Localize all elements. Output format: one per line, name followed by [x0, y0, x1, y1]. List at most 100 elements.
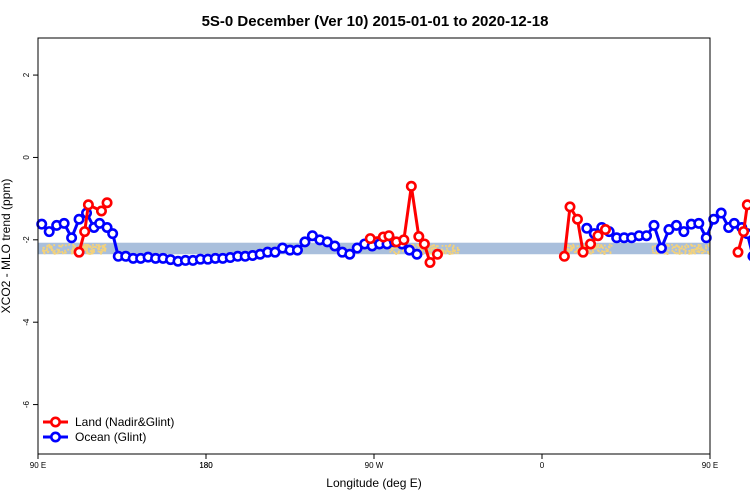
land-mark	[103, 249, 105, 252]
land-mark	[50, 247, 53, 250]
ocean-point	[581, 222, 593, 234]
land-mark	[62, 252, 64, 255]
land-mark	[422, 253, 424, 255]
land-mark	[698, 245, 700, 247]
chart-title: 5S-0 December (Ver 10) 2015-01-01 to 202…	[202, 13, 549, 30]
ocean-point	[708, 213, 720, 225]
land-point	[431, 248, 443, 260]
ocean-point	[344, 248, 356, 260]
land-mark	[435, 245, 438, 247]
land-mark	[440, 248, 443, 251]
x-tick-label: 0	[540, 461, 545, 470]
land-point	[73, 246, 85, 258]
land-mark	[671, 247, 674, 250]
land-mark	[101, 251, 103, 253]
land-mark	[687, 246, 690, 248]
land-mark	[454, 251, 457, 254]
land-point	[558, 250, 570, 262]
land-mark	[567, 249, 570, 251]
land-mark	[702, 249, 705, 252]
land-mark	[671, 250, 674, 252]
land-mark	[652, 251, 655, 254]
land-mark	[86, 252, 89, 255]
land-mark	[81, 246, 84, 248]
land-mark	[88, 253, 91, 255]
land-mark	[665, 251, 668, 254]
land-mark	[451, 247, 454, 249]
land-mark	[570, 248, 573, 251]
land-mark	[576, 249, 579, 251]
ocean-point	[329, 240, 341, 252]
land-mark	[690, 250, 693, 253]
land-mark	[456, 246, 459, 249]
land-mark	[593, 247, 596, 250]
land-mark	[599, 252, 602, 254]
land-mark	[603, 250, 606, 253]
land-point	[418, 238, 430, 250]
land-mark	[391, 247, 394, 250]
land-mark	[448, 253, 451, 255]
land-mark	[433, 247, 436, 249]
land-mark	[594, 247, 597, 250]
land-mark	[696, 250, 699, 253]
land-mark	[83, 245, 85, 248]
land-mark	[102, 244, 105, 247]
land-mark	[453, 250, 455, 252]
land-mark	[412, 244, 415, 246]
land-mark	[572, 245, 575, 248]
land-mark	[444, 252, 447, 255]
land-mark	[603, 252, 606, 255]
land-mark	[91, 252, 93, 255]
land-mark	[691, 244, 694, 247]
land-mark	[651, 249, 654, 252]
land-mark	[583, 245, 585, 247]
land-mark	[72, 247, 74, 249]
land-mark	[651, 245, 654, 248]
land-mark	[442, 252, 445, 255]
land-mark	[653, 252, 656, 254]
land-mark	[432, 247, 434, 250]
land-mark	[708, 245, 711, 248]
land-mark	[597, 243, 600, 246]
land-mark	[690, 248, 693, 251]
land-mark	[100, 248, 103, 251]
land-mark	[97, 247, 99, 250]
land-mark	[42, 250, 44, 252]
land-mark	[53, 244, 56, 246]
land-mark	[67, 248, 70, 251]
land-mark	[607, 248, 609, 251]
land-mark	[449, 244, 452, 246]
land-mark	[72, 244, 75, 247]
land-mark	[699, 247, 702, 250]
land-mark	[92, 243, 94, 246]
land-point	[577, 246, 589, 258]
land-mark	[60, 245, 63, 248]
land-mark	[57, 250, 60, 253]
land-mark	[45, 249, 48, 252]
land-mark	[457, 249, 459, 252]
land-mark	[89, 253, 92, 255]
land-mark	[609, 252, 612, 254]
land-mark	[682, 248, 685, 251]
land-mark	[667, 249, 670, 252]
land-mark	[451, 252, 454, 255]
y-axis-label: XCO2 - MLO trend (ppm)	[0, 179, 13, 314]
land-mark	[54, 252, 57, 255]
land-point	[571, 213, 583, 225]
land-mark	[704, 250, 707, 253]
land-mark	[452, 249, 455, 251]
land-mark	[97, 244, 100, 247]
land-mark	[569, 249, 572, 252]
land-mark	[59, 251, 61, 254]
land-mark	[86, 246, 89, 249]
land-mark	[598, 246, 601, 249]
land-mark	[688, 250, 691, 253]
land-mark	[98, 248, 100, 250]
land-mark	[566, 248, 569, 250]
land-mark	[64, 244, 67, 247]
x-axis-label: Longitude (deg E)	[326, 476, 421, 490]
land-mark	[602, 250, 605, 253]
land-mark	[684, 252, 687, 255]
land-mark	[572, 243, 575, 246]
land-mark	[95, 246, 98, 249]
